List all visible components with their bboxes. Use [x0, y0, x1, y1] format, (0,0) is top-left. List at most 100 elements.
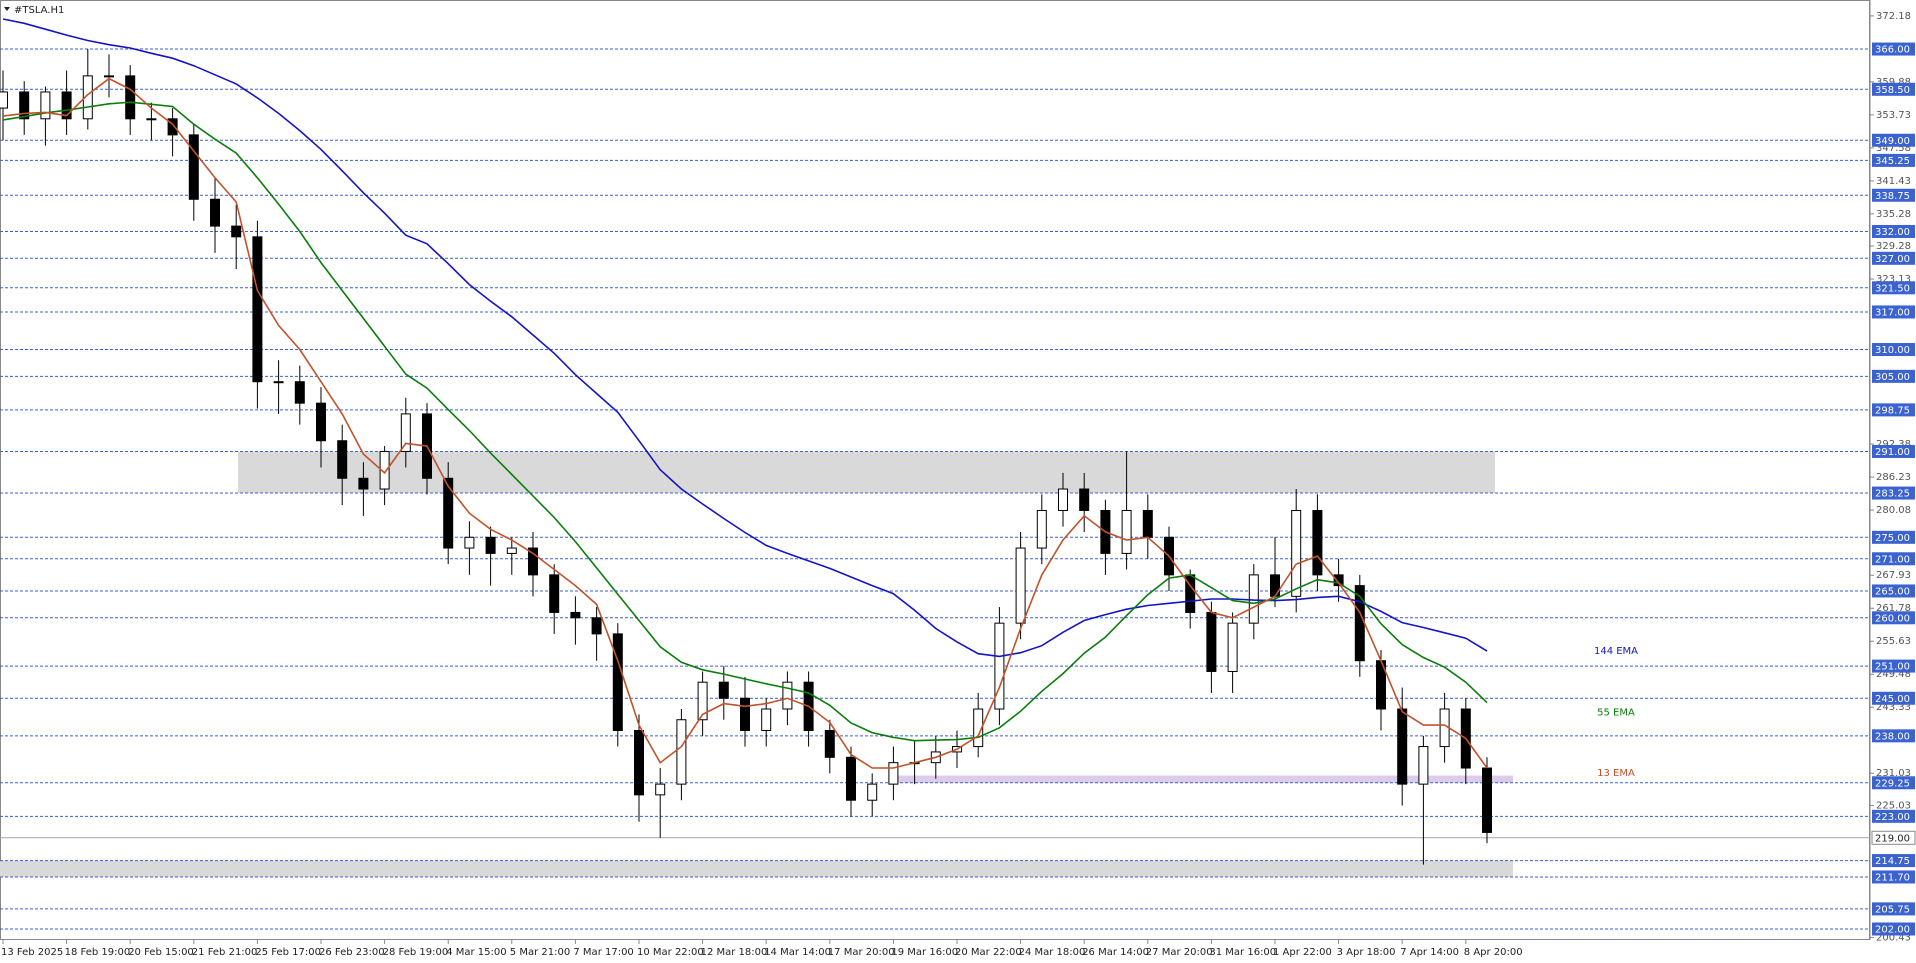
level-label: 358.50 — [1875, 85, 1910, 96]
candle-body — [316, 402, 326, 442]
candle-body — [1312, 509, 1323, 576]
level-label: 305.00 — [1875, 372, 1910, 383]
level-label-box — [1872, 729, 1915, 743]
level-label-box — [1872, 902, 1915, 916]
y-tick-label: 255.63 — [1876, 636, 1911, 647]
candle-body — [337, 440, 348, 479]
y-tick-label: 280.08 — [1876, 505, 1911, 516]
level-label-box — [1872, 403, 1915, 417]
x-tick-label: 26 Mar 14:00 — [1082, 947, 1149, 958]
candle-body — [485, 536, 496, 554]
level-label: 283.25 — [1875, 489, 1910, 500]
level-label: 260.00 — [1875, 613, 1910, 624]
level-label: 332.00 — [1875, 227, 1910, 238]
candle-body — [1482, 767, 1492, 833]
y-tick-label: 341.43 — [1876, 176, 1911, 187]
candle-body — [1206, 611, 1217, 672]
candle-body — [125, 75, 136, 120]
x-tick-label: 14 Mar 14:00 — [764, 947, 831, 958]
candle-body — [761, 708, 772, 731]
candle-body — [40, 91, 51, 120]
level-label: 345.25 — [1875, 156, 1910, 167]
candle-body — [188, 134, 199, 200]
candle-body — [82, 75, 93, 120]
level-label-box — [1872, 224, 1915, 238]
candle-body — [1015, 547, 1026, 624]
level-label-box — [1872, 82, 1915, 96]
level-label-box — [1872, 854, 1915, 868]
level-label: 327.00 — [1875, 254, 1910, 265]
ema-label: 144 EMA — [1594, 646, 1638, 657]
x-tick-label: 31 Mar 16:00 — [1209, 947, 1276, 958]
candle-body — [740, 697, 750, 731]
candle-body — [1397, 708, 1408, 785]
y-tick-label: 286.23 — [1876, 472, 1911, 483]
current-price-label: 219.00 — [1875, 833, 1910, 844]
candle-body — [464, 536, 475, 549]
level-label-box — [1872, 552, 1915, 566]
level-label: 317.00 — [1875, 307, 1910, 318]
level-label-box — [1872, 584, 1915, 598]
candle-body — [210, 198, 220, 227]
x-tick-label: 3 Apr 18:00 — [1337, 947, 1396, 958]
candle-body — [1036, 509, 1047, 549]
candle-body — [697, 681, 708, 721]
y-tick-label: 231.03 — [1876, 768, 1911, 779]
candle-body — [1142, 509, 1153, 538]
candle-body — [1058, 488, 1068, 511]
level-label: 321.50 — [1875, 283, 1910, 294]
candle-body — [591, 617, 602, 635]
level-label-box — [1872, 133, 1915, 147]
x-tick-label: 20 Feb 15:00 — [128, 947, 194, 958]
level-label: 223.00 — [1875, 812, 1910, 823]
y-tick-label: 261.78 — [1876, 603, 1911, 614]
candle-body — [19, 91, 30, 120]
y-tick-label: 225.03 — [1876, 800, 1911, 811]
candle-body — [655, 783, 666, 796]
x-tick-label: 19 Mar 16:00 — [891, 947, 958, 958]
x-tick-label: 18 Feb 19:00 — [65, 947, 131, 958]
level-label: 275.00 — [1875, 533, 1910, 544]
candle-body — [400, 413, 411, 452]
candle-body — [443, 477, 454, 549]
ema-label: 55 EMA — [1597, 708, 1635, 719]
level-label-box — [1872, 42, 1915, 56]
x-tick-label: 27 Mar 20:00 — [1146, 947, 1213, 958]
level-label-box — [1872, 188, 1915, 202]
y-tick-label: 200.43 — [1876, 932, 1911, 943]
candle-body — [294, 381, 305, 404]
level-label: 291.00 — [1875, 447, 1910, 458]
candle-body — [61, 91, 72, 120]
y-tick-label: 372.18 — [1876, 11, 1911, 22]
level-label-box — [1872, 369, 1915, 383]
y-tick-label: 323.13 — [1876, 274, 1911, 285]
title-arrow — [4, 7, 10, 11]
candle-body — [252, 236, 263, 383]
level-label-box — [1872, 922, 1915, 936]
level-label: 205.75 — [1875, 904, 1910, 915]
candle-body — [1121, 509, 1132, 554]
x-tick-label: 4 Mar 15:00 — [446, 947, 506, 958]
level-label-box — [1872, 486, 1915, 500]
y-axis: 372.18 359.88 353.73 347.58 341.43 335.28 329.… — [1869, 0, 1916, 943]
x-tick-label: 24 Mar 18:00 — [1019, 947, 1086, 958]
level-label-box — [1872, 776, 1915, 790]
level-label-box — [1872, 343, 1915, 357]
level-label-box — [1872, 611, 1915, 625]
current-price-box — [1871, 830, 1916, 845]
candle-body — [612, 633, 623, 731]
candle-body — [676, 719, 687, 785]
level-label-box — [1872, 870, 1915, 884]
ema-line — [2, 101, 1488, 742]
x-tick-label: 10 Mar 22:00 — [637, 947, 704, 958]
level-label-box — [1872, 659, 1915, 673]
y-tick-label: 249.48 — [1876, 669, 1911, 680]
ema-label: 13 EMA — [1597, 768, 1635, 779]
level-label-box — [1872, 444, 1915, 458]
candle-body — [867, 783, 878, 801]
candle-body — [888, 762, 899, 785]
candle-body — [528, 547, 538, 576]
level-label-box — [1872, 691, 1915, 705]
